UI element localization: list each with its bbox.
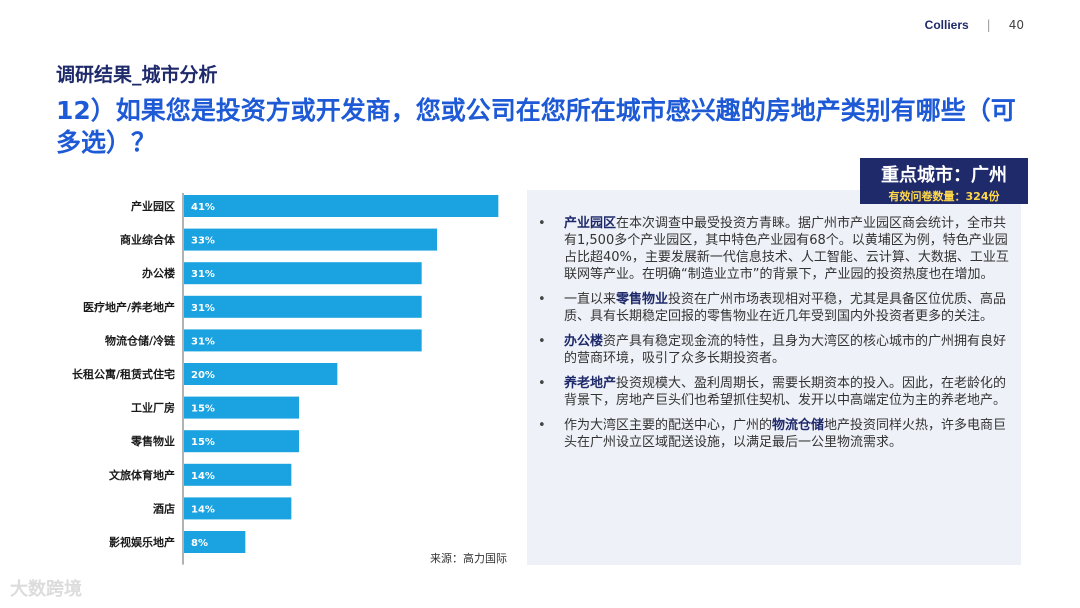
insight-keyword: 办公楼 xyxy=(564,334,604,349)
category-label: 零售物业 xyxy=(130,434,175,448)
value-label: 41% xyxy=(191,202,215,213)
category-label: 工业厂房 xyxy=(131,401,175,415)
insight-list: 产业园区在本次调查中最受投资方青睐。据广州市产业园区商会统计，全市共有1,500… xyxy=(536,215,1016,459)
value-label: 31% xyxy=(191,269,215,280)
category-label: 长租公寓/租赁式住宅 xyxy=(72,367,175,381)
category-label: 酒店 xyxy=(153,501,175,515)
category-label: 医疗地产/养老地产 xyxy=(83,300,175,314)
value-label: 31% xyxy=(191,336,215,347)
insight-keyword: 产业园区 xyxy=(564,216,617,231)
insight-keyword: 零售物业 xyxy=(616,292,669,307)
bar xyxy=(184,228,437,251)
value-label: 14% xyxy=(191,504,215,515)
top-bar: Colliers | 40 xyxy=(925,18,1024,32)
value-label: 15% xyxy=(191,437,215,448)
category-label: 商业综合体 xyxy=(120,233,176,247)
bar xyxy=(184,497,292,520)
city-title: 重点城市：广州 xyxy=(881,165,1007,186)
insight-keyword: 养老地产 xyxy=(564,376,617,391)
bar xyxy=(184,430,299,453)
insight-item: 办公楼资产具有稳定现金流的特性，且身为大湾区的核心城市的广州拥有良好的营商环境，… xyxy=(536,333,1016,367)
bar xyxy=(184,329,422,352)
bar xyxy=(184,396,299,419)
category-label: 产业园区 xyxy=(131,199,175,213)
insight-item: 一直以来零售物业投资在广州市场表现相对平稳，尤其是具备区位优质、高品质、具有长期… xyxy=(536,291,1016,325)
bar xyxy=(184,531,246,553)
value-label: 14% xyxy=(191,471,215,482)
bar xyxy=(184,195,499,217)
value-label: 33% xyxy=(191,236,215,247)
insight-item: 产业园区在本次调查中最受投资方青睐。据广州市产业园区商会统计，全市共有1,500… xyxy=(536,215,1016,283)
watermark: 大数跨境 xyxy=(10,579,82,600)
section-title: 调研结果_城市分析 xyxy=(56,64,218,86)
divider: | xyxy=(986,18,991,32)
bar xyxy=(184,463,292,486)
insight-item: 养老地产投资规模大、盈利周期长，需要长期资本的投入。因此，在老龄化的背景下，房地… xyxy=(536,375,1016,409)
value-label: 31% xyxy=(191,303,215,314)
bar xyxy=(184,363,338,385)
category-label: 办公楼 xyxy=(142,266,175,280)
source-note: 来源：高力国际 xyxy=(430,552,507,565)
city-subtitle: 有效问卷数量：324份 xyxy=(888,190,1000,203)
value-label: 8% xyxy=(191,538,208,549)
value-label: 15% xyxy=(191,404,215,415)
value-label: 20% xyxy=(191,370,215,381)
question-title: 12）如果您是投资方或开发商，您或公司在您所在城市感兴趣的房地产类别有哪些（可多… xyxy=(56,96,1016,157)
insight-item: 作为大湾区主要的配送中心，广州的物流仓储地产投资同样火热，许多电商巨头在广州设立… xyxy=(536,417,1016,451)
category-label: 文旅体育地产 xyxy=(109,468,175,482)
category-label: 影视娱乐地产 xyxy=(109,535,175,549)
insight-keyword: 物流仓储 xyxy=(772,418,825,433)
page-number: 40 xyxy=(1008,18,1024,32)
bar xyxy=(184,295,422,318)
bar xyxy=(184,262,422,285)
category-label: 物流仓储/冷链 xyxy=(105,333,176,347)
city-box: 重点城市：广州 有效问卷数量：324份 xyxy=(860,158,1028,204)
brand-logo: Colliers xyxy=(924,18,969,32)
bar-chart: 产业园区 41% 商业综合体 33% 办公楼 31% 医疗地产/养老地产 31% 物流仓储/冷链… xyxy=(72,193,499,565)
